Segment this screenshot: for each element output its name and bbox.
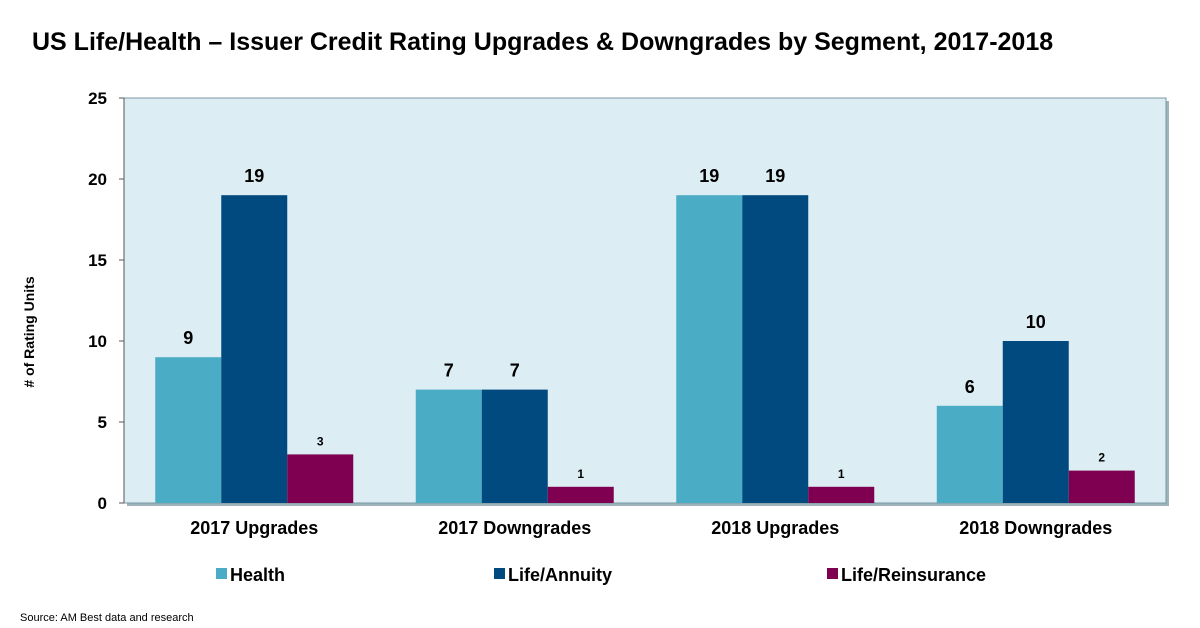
y-tick-label: 5 <box>98 413 107 432</box>
y-tick-label: 20 <box>88 170 107 189</box>
x-category-label: 2017 Upgrades <box>190 518 318 538</box>
data-label: 10 <box>1026 312 1046 332</box>
legend-label: Health <box>230 565 285 585</box>
data-label: 7 <box>444 361 454 381</box>
legend-swatch <box>494 568 505 579</box>
y-tick-label: 10 <box>88 332 107 351</box>
bar-health-1 <box>155 357 222 503</box>
legend-swatch <box>827 568 838 579</box>
source-note: Source: AM Best data and research <box>20 612 194 624</box>
y-tick-label: 15 <box>88 251 107 270</box>
bar-health-4 <box>936 405 1003 503</box>
y-axis-title: # of Rating Units <box>21 276 37 387</box>
data-label: 19 <box>699 166 719 186</box>
x-category-label: 2017 Downgrades <box>438 518 591 538</box>
bar-life-reinsurance-3 <box>808 486 875 503</box>
legend-swatch <box>216 568 227 579</box>
x-category-label: 2018 Downgrades <box>959 518 1112 538</box>
y-tick-label: 0 <box>98 494 107 513</box>
legend-label: Life/Reinsurance <box>841 565 986 585</box>
y-tick-label: 25 <box>88 89 107 108</box>
bar-health-2 <box>415 389 482 503</box>
data-label: 2 <box>1098 451 1105 465</box>
chart-title: US Life/Health – Issuer Credit Rating Up… <box>32 28 1054 56</box>
bar-life-reinsurance-1 <box>287 454 354 503</box>
bar-health-3 <box>676 195 743 503</box>
legend-label: Life/Annuity <box>508 565 612 585</box>
bar-life-reinsurance-4 <box>1068 470 1135 503</box>
bar-life-annuity-3 <box>742 195 809 503</box>
x-category-label: 2018 Upgrades <box>711 518 839 538</box>
data-label: 19 <box>244 166 264 186</box>
data-label: 1 <box>838 467 845 481</box>
bar-life-annuity-4 <box>1002 341 1069 503</box>
data-label: 3 <box>317 434 324 448</box>
data-label: 9 <box>183 328 193 348</box>
data-label: 1 <box>577 467 584 481</box>
data-label: 6 <box>965 377 975 397</box>
data-label: 19 <box>765 166 785 186</box>
data-label: 7 <box>510 361 520 381</box>
bar-life-annuity-1 <box>221 195 288 503</box>
bar-life-reinsurance-2 <box>547 486 614 503</box>
bar-life-annuity-2 <box>481 389 548 503</box>
